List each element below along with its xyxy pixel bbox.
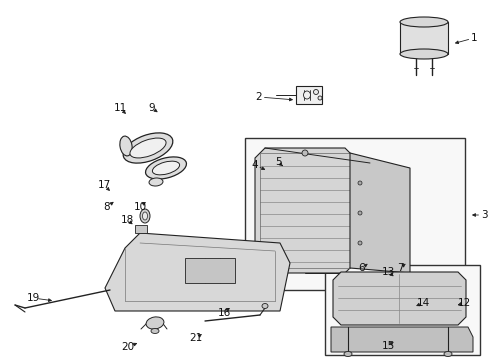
Bar [325,265,479,355]
Ellipse shape [145,157,186,179]
Polygon shape [349,153,409,273]
Text: 16: 16 [217,308,230,318]
Text: 6: 6 [358,263,365,273]
Ellipse shape [130,138,166,158]
Text: 12: 12 [456,298,469,308]
Ellipse shape [123,133,172,163]
Text: 11: 11 [113,103,126,113]
Bar [399,22,447,54]
Ellipse shape [120,136,132,156]
Text: 10: 10 [133,202,146,212]
Text: 1: 1 [470,33,476,43]
Text: 9: 9 [148,103,155,113]
Ellipse shape [357,241,361,245]
Text: 3: 3 [480,210,487,220]
Bar [260,153,349,268]
Ellipse shape [151,328,159,333]
Text: 18: 18 [120,215,133,225]
Ellipse shape [399,49,447,59]
Text: 5: 5 [274,157,281,167]
Ellipse shape [317,96,321,100]
Text: 7: 7 [396,263,403,273]
Ellipse shape [146,317,163,329]
Ellipse shape [313,90,318,94]
Text: 15: 15 [381,341,394,351]
Bar [244,138,464,290]
Ellipse shape [357,211,361,215]
Ellipse shape [149,178,163,186]
Ellipse shape [443,351,451,356]
Polygon shape [105,233,289,311]
Ellipse shape [357,181,361,185]
Text: 14: 14 [415,298,429,308]
Bar [295,86,321,104]
Text: 4: 4 [251,160,258,170]
Text: 13: 13 [381,267,394,277]
Polygon shape [330,327,472,352]
Text: 20: 20 [121,342,134,352]
Ellipse shape [140,209,150,223]
Ellipse shape [152,161,179,175]
Polygon shape [254,148,354,273]
Bar [135,225,147,233]
Ellipse shape [302,150,307,156]
Text: 8: 8 [103,202,110,212]
Polygon shape [332,272,465,325]
Ellipse shape [343,351,351,356]
Text: 19: 19 [26,293,40,303]
Text: 2: 2 [255,92,262,102]
Bar [184,258,235,283]
Ellipse shape [142,212,147,220]
Text: 21: 21 [189,333,202,343]
Ellipse shape [262,303,267,309]
Text: 17: 17 [97,180,110,190]
Ellipse shape [399,17,447,27]
Ellipse shape [303,91,310,99]
